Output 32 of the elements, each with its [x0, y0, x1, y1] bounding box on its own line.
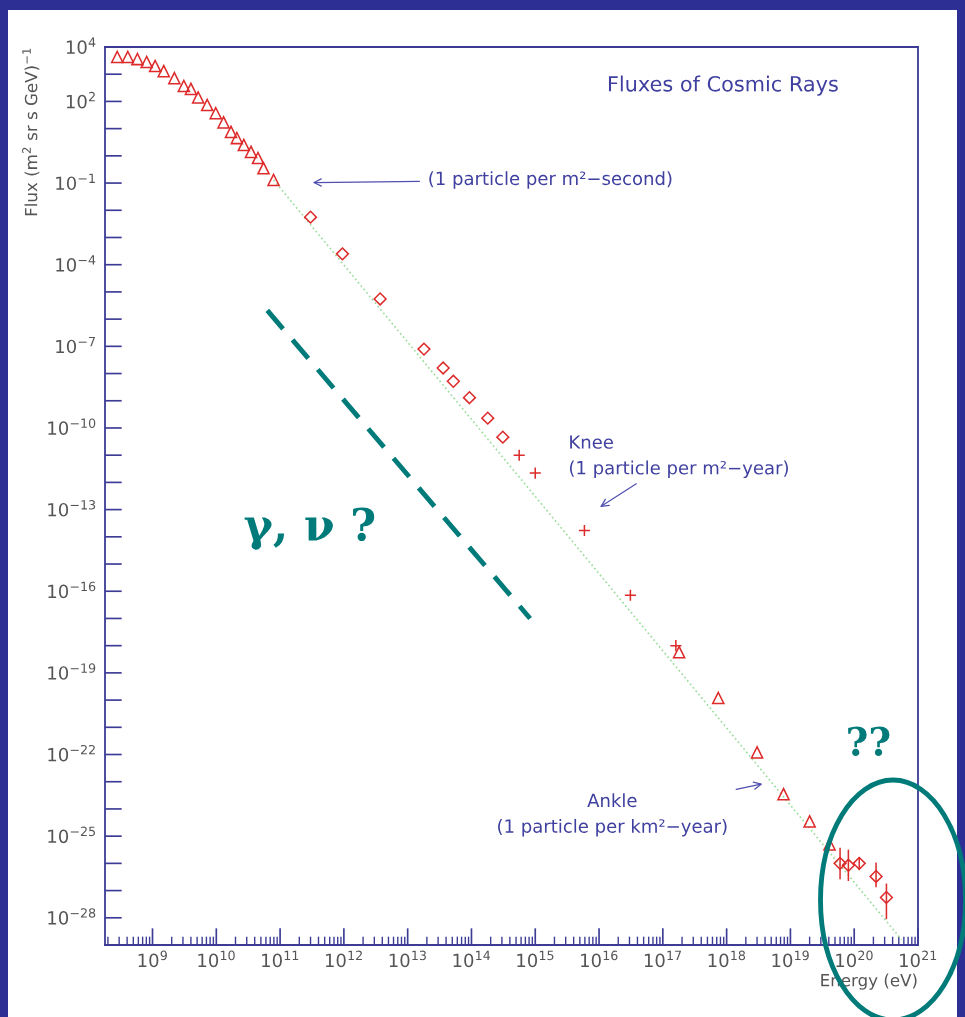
y-tick-label: 10$^{−16}$ [48, 581, 96, 599]
x-tick-label: 10$^{13}$ [389, 950, 426, 968]
x-tick-label: 10$^{14}$ [453, 950, 491, 968]
y-tick-label: 10$^{−4}$ [56, 255, 96, 272]
annotation: γ, ν ? [244, 507, 375, 550]
y-tick-label: 10$^{−19}$ [48, 663, 96, 680]
text: Fluxes of Cosmic Rays [608, 75, 838, 96]
y-tick-label: 10$^{−25}$ [48, 826, 96, 844]
x-tick-label: 10$^{20}$ [836, 950, 873, 968]
x-tick-label: 10$^{19}$ [772, 950, 809, 968]
annotation: Ankle (1 particle per km²−year) [498, 793, 727, 837]
x-tick-label: 10$^{21}$ [900, 950, 937, 968]
annotation: Knee (1 particle per m²−year) [569, 435, 788, 479]
x-tick-label: 10$^{10}$ [198, 950, 235, 968]
x-tick-label: 10$^{16}$ [581, 950, 618, 968]
y-tick-label: 10$^{−13}$ [48, 500, 96, 517]
y-tick-label: 10$^{−10}$ [48, 418, 96, 435]
y-tick-label: 10$^{2}$ [66, 91, 95, 109]
x-tick-label: 10$^{17}$ [644, 950, 682, 968]
y-tick-label: 10$^{4}$ [66, 37, 96, 54]
y-tick-label: 10$^{−22}$ [48, 744, 95, 762]
y-tick-label: 10$^{−28}$ [48, 908, 96, 925]
x-tick-label: 10$^{12}$ [325, 950, 362, 968]
annotation: ?? [848, 726, 890, 757]
x-tick-label: 10$^{11}$ [262, 950, 299, 968]
y-tick-label: 10$^{−1}$ [56, 173, 95, 191]
x-tick-label: 10$^{15}$ [517, 950, 554, 968]
x-tick-label: 10$^{9}$ [138, 950, 167, 968]
y-axis-title: Flux (m$^{2}$ sr s GeV)$^{−1}$ [22, 48, 40, 216]
annotation: (1 particle per m²−second) [429, 171, 672, 189]
x-tick-label: 10$^{18}$ [708, 950, 746, 968]
y-tick-label: 10$^{−7}$ [56, 336, 95, 354]
